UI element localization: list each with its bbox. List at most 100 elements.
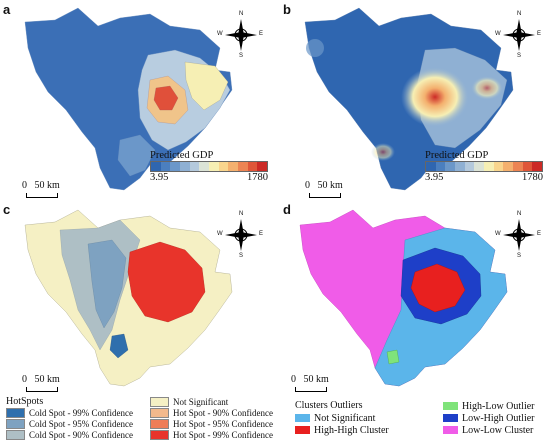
legend-item-low-high: Low-High Outlier xyxy=(443,412,535,424)
panel-c-label: c xyxy=(3,202,11,217)
clusters-legend-col-2: High-Low Outlier Low-High Outlier Low-Lo… xyxy=(443,400,535,436)
panel-d-label: d xyxy=(283,202,291,217)
gdp-color-ramp xyxy=(425,161,543,172)
ramp-swatch xyxy=(445,162,456,171)
scalebar-b: 0 50 km xyxy=(305,180,343,198)
compass-b: N W E S xyxy=(495,11,542,59)
legend-item-high-high: High-High Cluster xyxy=(295,424,389,436)
region-south xyxy=(117,134,156,177)
clusters-legend-title: Clusters Outliers xyxy=(295,400,363,411)
panel-c: c N W E S 0 50 km HotSpots Cold Spot - 9… xyxy=(0,200,275,440)
gdp-max: 1780 xyxy=(522,172,543,183)
region-high-high xyxy=(410,263,466,313)
ramp-swatch xyxy=(228,162,239,171)
legend-item-high-low: High-Low Outlier xyxy=(443,400,535,412)
hotspot-core xyxy=(401,67,469,127)
scalebar-d: 0 50 km xyxy=(291,374,329,392)
panel-a-label: a xyxy=(3,2,11,17)
ramp-swatch xyxy=(189,162,200,171)
compass-w: W xyxy=(495,231,501,237)
compass-s: S xyxy=(239,253,244,259)
clusters-legend: Clusters Outliers Not Significant High-H… xyxy=(295,400,545,440)
compass-n: N xyxy=(239,11,244,17)
ramp-swatch xyxy=(532,162,543,171)
compass-d: N W E S xyxy=(495,211,542,259)
ramp-swatch xyxy=(209,162,219,171)
hotspots-legend-col-2: Not Significant Hot Spot - 90% Confidenc… xyxy=(150,396,273,440)
region-cold-99 xyxy=(109,333,129,359)
compass-e: E xyxy=(259,231,264,237)
panel-b-label: b xyxy=(283,2,291,17)
ramp-swatch xyxy=(238,162,248,171)
gdp-legend-title: Predicted GDP xyxy=(425,150,489,161)
map-b-predicted-gdp-smoothed xyxy=(304,7,514,191)
ramp-swatch xyxy=(247,162,258,171)
scalebar-text: 50 km xyxy=(34,180,60,191)
ramp-swatch xyxy=(426,162,436,171)
region-peak xyxy=(153,85,179,111)
compass-e: E xyxy=(259,31,264,37)
ramp-swatch xyxy=(474,162,485,171)
scalebar-c: 0 50 km xyxy=(22,374,60,392)
compass-n: N xyxy=(517,11,522,17)
ramp-swatch xyxy=(199,162,210,171)
compass-a: N W E S xyxy=(217,11,264,59)
cold-disc-west xyxy=(306,39,324,57)
legend-item-hot-90: Hot Spot - 90% Confidence xyxy=(150,407,273,418)
scalebar-text: 50 km xyxy=(34,374,60,385)
scalebar-a: 0 50 km xyxy=(22,180,60,198)
gdp-legend-b: Predicted GDP 3.95 1780 xyxy=(425,150,543,183)
compass-n: N xyxy=(517,211,522,217)
region-cold-95 xyxy=(87,239,127,329)
legend-item-cold-90: Cold Spot - 90% Confidence xyxy=(6,429,133,440)
legend-item-not-significant: Not Significant xyxy=(295,412,389,424)
compass-w: W xyxy=(217,31,223,37)
map-a-predicted-gdp xyxy=(24,7,233,191)
compass-s: S xyxy=(517,253,522,259)
ramp-swatch xyxy=(503,162,514,171)
region-high-low xyxy=(386,349,400,365)
ramp-swatch xyxy=(170,162,181,171)
compass-n: N xyxy=(239,211,244,217)
hotspot-east xyxy=(471,76,503,100)
ramp-swatch xyxy=(455,162,465,171)
compass-w: W xyxy=(217,231,223,237)
legend-item-cold-99: Cold Spot - 99% Confidence xyxy=(6,407,133,418)
gdp-color-ramp xyxy=(150,161,268,172)
compass-e: E xyxy=(537,231,542,237)
scalebar-text: 50 km xyxy=(303,374,329,385)
ramp-swatch xyxy=(464,162,475,171)
gdp-legend-a: Predicted GDP 3.95 1780 xyxy=(150,150,268,183)
ramp-swatch xyxy=(493,162,504,171)
ramp-swatch xyxy=(218,162,229,171)
hotspot-south xyxy=(371,143,395,161)
hotspots-legend-col-1: Cold Spot - 99% Confidence Cold Spot - 9… xyxy=(6,407,133,440)
compass-s: S xyxy=(239,53,244,59)
gdp-legend-title: Predicted GDP xyxy=(150,150,214,161)
compass-e: E xyxy=(537,31,542,37)
panel-b: b N W E S 0 50 km Predicted GDP 3.9 xyxy=(275,0,550,220)
ramp-swatch xyxy=(522,162,533,171)
legend-item-hot-99: Hot Spot - 99% Confidence xyxy=(150,429,273,440)
gdp-min: 3.95 xyxy=(150,172,169,183)
legend-item-cold-95: Cold Spot - 95% Confidence xyxy=(6,418,133,429)
legend-item-not-significant: Not Significant xyxy=(150,396,273,407)
clusters-legend-col-1: Not Significant High-High Cluster xyxy=(295,412,389,436)
hotspots-legend: HotSpots Cold Spot - 99% Confidence Cold… xyxy=(6,396,274,440)
ramp-swatch xyxy=(484,162,494,171)
scalebar-text: 50 km xyxy=(317,180,343,191)
gdp-min: 3.95 xyxy=(425,172,444,183)
map-c-hotspots xyxy=(24,209,233,387)
ramp-swatch xyxy=(160,162,171,171)
legend-item-low-low: Low-Low Cluster xyxy=(443,424,535,436)
ramp-swatch xyxy=(257,162,268,171)
ramp-swatch xyxy=(435,162,446,171)
map-d-cluster-outliers xyxy=(299,209,508,387)
compass-c: N W E S xyxy=(217,211,264,259)
ramp-swatch xyxy=(513,162,523,171)
panel-d: d N W E S 0 50 km Clusters Outliers Not … xyxy=(275,200,550,440)
region-hot-99 xyxy=(127,241,206,323)
panel-a: a N W E S 0 50 km Predicted GDP 3.95 178… xyxy=(0,0,275,220)
gdp-max: 1780 xyxy=(247,172,268,183)
ramp-swatch xyxy=(151,162,161,171)
